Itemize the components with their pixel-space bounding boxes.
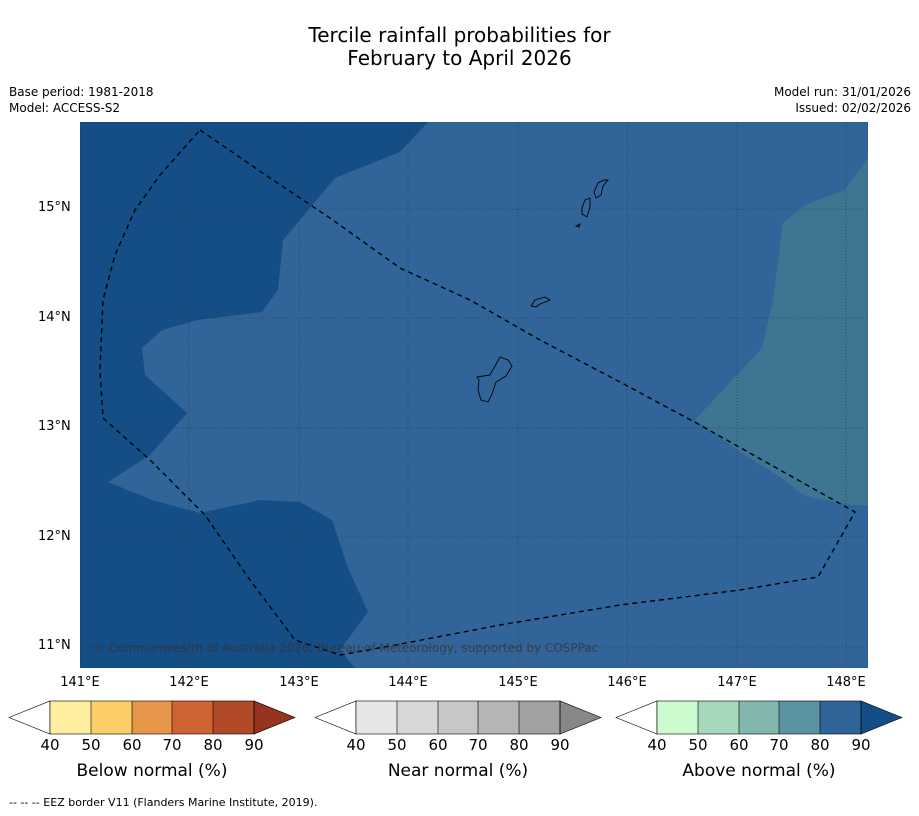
lon-label-144: 144°E xyxy=(388,675,428,690)
copyright-notice: © Commonwealth of Australia 2026, Bureau… xyxy=(93,641,599,655)
tick-below-70: 70 xyxy=(162,736,182,754)
region-above-70 xyxy=(695,158,868,505)
lon-label-142: 142°E xyxy=(169,675,209,690)
cbar-near-80 xyxy=(519,701,560,734)
tick-below-40: 40 xyxy=(40,736,60,754)
lon-label-147: 147°E xyxy=(717,675,757,690)
cbar-near-low xyxy=(314,700,357,735)
tick-above-90: 90 xyxy=(851,736,871,754)
lat-label-15: 15°N xyxy=(38,200,71,215)
cbar-above-high xyxy=(860,700,903,735)
model-name: Model: ACCESS-S2 xyxy=(9,101,121,115)
cbar-near-60 xyxy=(438,701,478,734)
model-run: Model run: 31/01/2026 xyxy=(773,85,911,99)
tick-near-40: 40 xyxy=(346,736,366,754)
cbar-above-40 xyxy=(657,701,698,734)
issued-date: Issued: 02/02/2026 xyxy=(795,101,911,115)
legend-below-title: Below normal (%) xyxy=(76,761,228,781)
island-aguijan xyxy=(574,223,581,228)
islands xyxy=(476,179,609,403)
cbar-above-60 xyxy=(739,701,779,734)
legend-near-title: Near normal (%) xyxy=(387,761,529,781)
tick-near-50: 50 xyxy=(387,736,407,754)
legend-above-title: Above normal (%) xyxy=(682,761,836,781)
tick-below-80: 80 xyxy=(203,736,223,754)
chart-title-line2: February to April 2026 xyxy=(347,46,572,70)
cbar-below-40 xyxy=(50,701,91,734)
lat-label-11: 11°N xyxy=(38,638,71,653)
eez-footnote: -- -- -- EEZ border V11 (Flanders Marine… xyxy=(9,796,318,809)
tick-near-80: 80 xyxy=(509,736,529,754)
island-saipan xyxy=(593,179,609,199)
lon-label-141: 141°E xyxy=(60,675,100,690)
colorbar-above xyxy=(615,700,903,735)
cbar-near-50 xyxy=(397,701,438,734)
lon-label-145: 145°E xyxy=(498,675,538,690)
cbar-below-80 xyxy=(213,701,254,734)
cbar-below-70 xyxy=(172,701,213,734)
map-gridlines xyxy=(80,122,868,668)
cbar-near-high xyxy=(559,700,602,735)
lon-label-148: 148°E xyxy=(826,675,866,690)
tick-above-50: 50 xyxy=(688,736,708,754)
lat-label-14: 14°N xyxy=(38,310,71,325)
meta-right: Model run: 31/01/2026 Issued: 02/02/2026 xyxy=(774,84,911,116)
cbar-below-high xyxy=(253,700,296,735)
meta-left: Base period: 1981-2018 Model: ACCESS-S2 xyxy=(9,84,154,116)
cbar-near-40 xyxy=(356,701,397,734)
tick-near-90: 90 xyxy=(550,736,570,754)
lon-label-143: 143°E xyxy=(279,675,319,690)
lon-label-146: 146°E xyxy=(607,675,647,690)
island-rota xyxy=(530,296,552,308)
tick-near-70: 70 xyxy=(468,736,488,754)
tick-above-80: 80 xyxy=(810,736,830,754)
island-tinian xyxy=(581,197,591,218)
tick-above-60: 60 xyxy=(729,736,749,754)
cbar-above-80 xyxy=(820,701,861,734)
tick-near-60: 60 xyxy=(428,736,448,754)
eez-border xyxy=(99,129,856,656)
tick-below-90: 90 xyxy=(244,736,264,754)
tick-below-50: 50 xyxy=(81,736,101,754)
cbar-below-60 xyxy=(132,701,172,734)
colorbar-near xyxy=(314,700,602,735)
island-guam xyxy=(476,356,513,403)
cbar-near-70 xyxy=(478,701,519,734)
tick-below-60: 60 xyxy=(122,736,142,754)
tick-above-40: 40 xyxy=(647,736,667,754)
lat-label-13: 13°N xyxy=(38,419,71,434)
cbar-above-70 xyxy=(779,701,820,734)
lat-label-12: 12°N xyxy=(38,529,71,544)
tick-above-70: 70 xyxy=(769,736,789,754)
base-period: Base period: 1981-2018 xyxy=(9,85,154,99)
probability-map xyxy=(80,122,868,668)
cbar-above-50 xyxy=(698,701,739,734)
cbar-above-low xyxy=(615,700,658,735)
cbar-below-low xyxy=(8,700,51,735)
cbar-below-50 xyxy=(91,701,132,734)
chart-title-line1: Tercile rainfall probabilities for xyxy=(308,23,611,47)
colorbar-below xyxy=(8,700,296,735)
